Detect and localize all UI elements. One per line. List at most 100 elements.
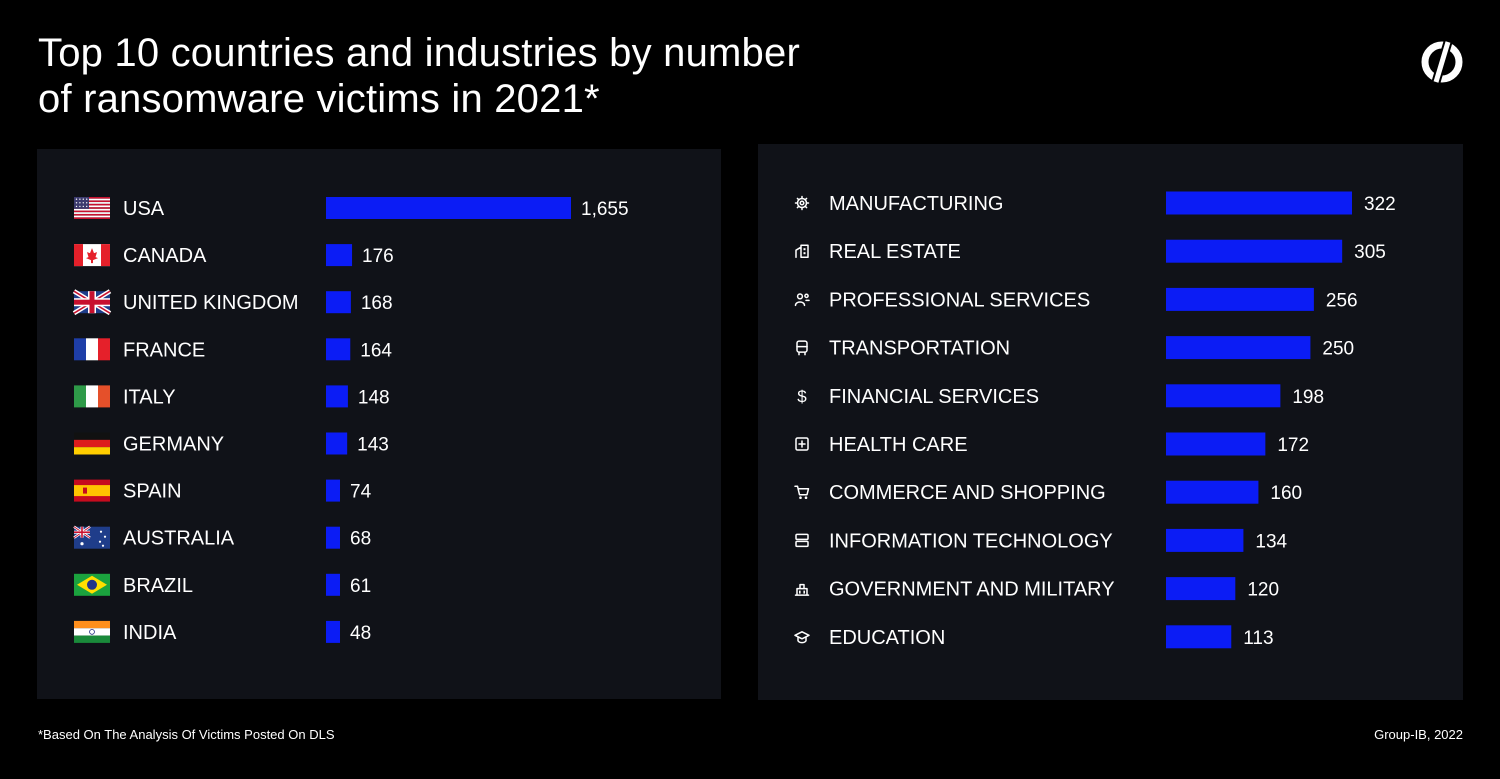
category-label: BRAZIL <box>123 575 193 597</box>
category-label: COMMERCE AND SHOPPING <box>829 482 1106 504</box>
bar <box>326 385 348 408</box>
chart-row: FRANCE 164 <box>74 338 392 361</box>
building-icon <box>795 244 809 258</box>
value-label: 1,655 <box>581 199 629 220</box>
category-label: SPAIN <box>123 481 182 503</box>
government-building-icon <box>794 583 810 596</box>
category-label: FINANCIAL SERVICES <box>829 386 1039 408</box>
value-label: 176 <box>362 246 394 267</box>
flag-brazil-icon <box>74 573 110 596</box>
bar <box>1166 384 1281 408</box>
value-label: 168 <box>361 293 393 314</box>
bar <box>1166 287 1314 311</box>
bar <box>326 197 571 219</box>
category-label: INFORMATION TECHNOLOGY <box>829 530 1113 552</box>
chart-row: $ FINANCIAL SERVICES 198 <box>797 384 1324 408</box>
bar <box>1166 528 1244 552</box>
dollar-icon: $ <box>797 387 807 406</box>
flag-germany-icon <box>74 432 110 455</box>
category-label: CANADA <box>123 245 207 267</box>
bar <box>1166 432 1266 456</box>
chart-row: ITALY 148 <box>74 385 390 408</box>
value-label: 134 <box>1255 531 1287 552</box>
category-label: UNITED KINGDOM <box>123 292 299 314</box>
value-label: 160 <box>1270 483 1302 504</box>
flag-united-kingdom-icon <box>72 289 112 316</box>
value-label: 113 <box>1243 628 1273 649</box>
chart-row: REAL ESTATE 305 <box>795 239 1386 263</box>
flag-spain-icon <box>74 479 110 502</box>
chart-title: Top 10 countries and industries by numbe… <box>38 30 938 122</box>
bar <box>1166 480 1259 504</box>
chart-row: BRAZIL 61 <box>74 573 371 597</box>
value-label: 256 <box>1326 290 1358 311</box>
bar <box>326 338 351 361</box>
svg-text:$: $ <box>797 387 807 406</box>
chart-row: INFORMATION TECHNOLOGY 134 <box>795 528 1288 552</box>
flag-australia-icon <box>73 525 110 549</box>
chart-row: SPAIN 74 <box>74 479 372 503</box>
category-label: HEALTH CARE <box>829 434 968 456</box>
category-label: FRANCE <box>123 339 205 361</box>
bar <box>326 244 353 267</box>
chart-row: AUSTRALIA 68 <box>73 525 371 550</box>
value-label: 250 <box>1322 339 1354 360</box>
value-label: 305 <box>1354 242 1386 263</box>
value-label: 172 <box>1277 435 1309 456</box>
chart-row: USA 1,655 <box>74 197 629 220</box>
bar <box>1166 625 1232 649</box>
countries-bar-chart: USA 1,655 CANADA 176 UNITED KINGDOM 168 FRANCE… <box>72 197 629 644</box>
gear-icon <box>794 195 810 211</box>
chart-row: UNITED KINGDOM 168 <box>72 289 393 316</box>
bar <box>326 620 340 643</box>
value-label: 48 <box>350 623 371 644</box>
chart-row: GOVERNMENT AND MILITARY 120 <box>794 577 1279 601</box>
chart-row: CANADA 176 <box>74 244 394 267</box>
value-label: 61 <box>350 576 371 597</box>
value-label: 164 <box>360 340 392 361</box>
value-label: 74 <box>350 482 372 503</box>
bar <box>1166 577 1236 601</box>
category-label: GERMANY <box>123 434 224 456</box>
bar <box>326 479 340 502</box>
people-icon <box>794 293 810 307</box>
chart-row: INDIA 48 <box>74 620 371 644</box>
flag-france-icon <box>74 338 110 361</box>
industries-panel: MANUFACTURING 322 REAL ESTATE 305 PROFESSION… <box>758 144 1463 700</box>
chart-row: MANUFACTURING 322 <box>794 191 1396 215</box>
chart-row: EDUCATION 113 <box>794 625 1274 649</box>
graduation-cap-icon <box>794 631 810 644</box>
flag-canada-icon <box>74 244 110 267</box>
bar <box>326 573 340 596</box>
category-label: INDIA <box>123 622 177 644</box>
chart-row: PROFESSIONAL SERVICES 256 <box>794 287 1358 311</box>
medical-cross-icon <box>795 437 809 451</box>
flag-usa-icon <box>74 197 110 219</box>
value-label: 322 <box>1364 194 1396 215</box>
title-line-2: of ransomware victims in 2021* <box>38 77 600 121</box>
category-label: GOVERNMENT AND MILITARY <box>829 579 1115 601</box>
bar <box>326 291 351 314</box>
category-label: EDUCATION <box>829 627 945 649</box>
bus-icon <box>796 340 808 356</box>
chart-row: COMMERCE AND SHOPPING 160 <box>794 480 1302 504</box>
chart-row: GERMANY 143 <box>74 432 389 456</box>
bar <box>326 526 340 549</box>
bar <box>1166 336 1311 360</box>
value-label: 143 <box>357 435 389 456</box>
group-ib-logo <box>1421 40 1463 84</box>
category-label: TRANSPORTATION <box>829 338 1010 360</box>
category-label: AUSTRALIA <box>123 528 235 550</box>
value-label: 198 <box>1292 387 1324 408</box>
server-icon <box>795 533 809 548</box>
bar <box>1166 239 1343 263</box>
chart-row: TRANSPORTATION 250 <box>796 336 1354 360</box>
value-label: 68 <box>350 529 371 550</box>
source-credit: Group-IB, 2022 <box>1374 727 1463 742</box>
chart-row: HEALTH CARE 172 <box>795 432 1309 456</box>
value-label: 148 <box>358 387 390 408</box>
bar <box>326 432 348 455</box>
category-label: PROFESSIONAL SERVICES <box>829 289 1090 311</box>
industries-bar-chart: MANUFACTURING 322 REAL ESTATE 305 PROFESSION… <box>794 191 1396 649</box>
category-label: REAL ESTATE <box>829 241 961 263</box>
